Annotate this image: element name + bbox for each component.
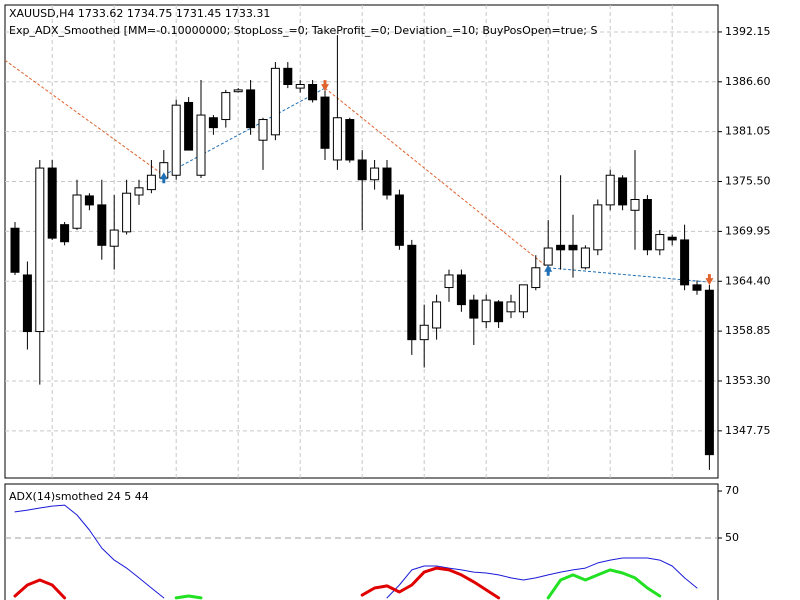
trade-arrow: [159, 172, 168, 184]
trade-arrow: [705, 274, 714, 286]
candle-body: [308, 84, 318, 101]
candle-body: [680, 239, 690, 286]
candle-body: [295, 84, 305, 89]
candle-body: [109, 229, 119, 247]
y-tick-label: 1386.60: [725, 75, 771, 88]
candle-body: [134, 187, 144, 196]
candle-body: [556, 244, 566, 251]
candle-body: [283, 67, 293, 86]
trade-line: [548, 267, 710, 283]
candle-body: [233, 89, 243, 93]
candle-body: [97, 204, 107, 246]
candle-body: [60, 224, 70, 243]
labels: XAUUSD,H4 1733.62 1734.75 1731.45 1733.3…: [9, 7, 597, 503]
candle-body: [370, 167, 380, 181]
trade-line: [163, 87, 326, 176]
candle-body: [184, 101, 194, 151]
indicator-frame: [4, 483, 719, 600]
indicator-pane: [5, 504, 718, 600]
candle-body: [84, 195, 94, 206]
candle-body: [357, 159, 367, 181]
trade-line: [324, 87, 549, 269]
candle-body: [10, 227, 20, 273]
indicator-title: ADX(14)smothed 24 5 44: [9, 490, 149, 503]
candle-body: [456, 274, 466, 306]
chart-subtitle: Exp_ADX_Smoothed [MM=-0.10000000; StopLo…: [9, 24, 597, 37]
candle-body: [208, 117, 218, 129]
candle-body: [469, 299, 479, 319]
candle-body: [432, 301, 442, 329]
candle-body: [146, 174, 156, 191]
y-tick-label: 1358.85: [725, 324, 771, 337]
y-tick-label: 1347.75: [725, 424, 771, 437]
candle-body: [444, 274, 454, 289]
indicator-line: [13, 566, 501, 600]
candle-body: [518, 284, 528, 313]
candle-body: [419, 324, 429, 341]
candle-body: [394, 194, 404, 246]
candle-body: [320, 96, 330, 149]
y-tick-label: 1375.50: [725, 175, 771, 188]
candle-body: [655, 234, 665, 251]
axes: 1392.15 1386.60 1381.05 1375.50 1369.95 1364.…: [718, 25, 771, 544]
candle-body: [605, 174, 615, 206]
candle-body: [667, 236, 677, 241]
y-tick-label: 1369.95: [725, 224, 771, 237]
candle-body: [642, 199, 652, 251]
candle-body: [407, 244, 417, 341]
y-tick-label: 1381.05: [725, 125, 771, 138]
candle-body: [506, 301, 516, 313]
y-tick-label: 1392.15: [725, 25, 771, 38]
indicator-line: [174, 568, 662, 600]
candle-body: [221, 92, 231, 121]
candle-body: [35, 167, 45, 333]
candle-body: [382, 167, 392, 196]
trade-line: [5, 59, 165, 176]
y-tick-label: 70: [725, 484, 739, 497]
candle-body: [481, 299, 491, 323]
y-tick-label: 1364.40: [725, 274, 771, 287]
price-pane: [5, 5, 718, 478]
candle-body: [72, 194, 82, 229]
candle-body: [171, 104, 181, 176]
candle-body: [543, 247, 553, 266]
chart-title: XAUUSD,H4 1733.62 1734.75 1731.45 1733.3…: [9, 7, 270, 20]
candle-body: [196, 114, 206, 176]
candle-body: [704, 289, 714, 456]
indicator-line: [14, 504, 698, 599]
candle-body: [332, 117, 342, 161]
candle-body: [47, 167, 57, 239]
candle-body: [630, 199, 640, 211]
candle-body: [122, 192, 132, 233]
y-tick-label: 1353.30: [725, 374, 771, 387]
candle-body: [258, 119, 268, 141]
candle-body: [270, 67, 280, 136]
candle-body: [531, 267, 541, 289]
candle-body: [246, 89, 256, 129]
candle-body: [345, 119, 355, 161]
trade-arrow: [321, 80, 329, 92]
candle-body: [618, 177, 628, 206]
candle-body: [494, 301, 504, 323]
y-tick-label: 50: [725, 531, 739, 544]
candle-body: [568, 244, 578, 251]
candle-body: [22, 274, 32, 333]
candle-body: [593, 204, 603, 251]
candle-body: [580, 247, 590, 269]
trade-arrow: [544, 264, 553, 276]
candle-body: [692, 284, 702, 291]
